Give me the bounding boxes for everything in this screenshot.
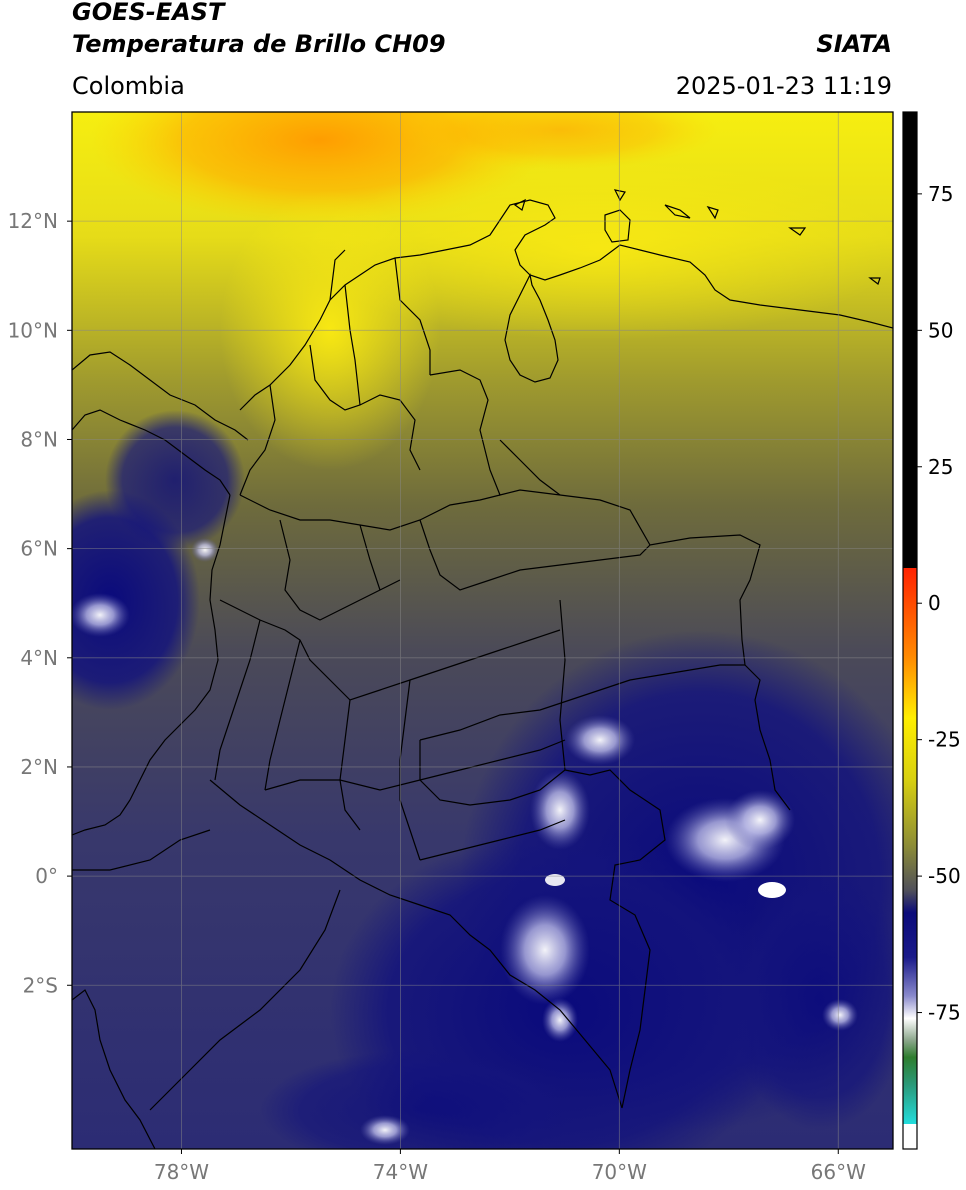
lon-tick-label: 78°W — [154, 1160, 209, 1184]
latitude-axis: 12°N 10°N 8°N 6°N 4°N 2°N 0° 2°S — [8, 209, 72, 997]
colorbar-frame — [902, 111, 918, 1150]
lat-tick-label: 0° — [35, 864, 58, 888]
islands — [513, 189, 881, 285]
brand-label: SIATA — [816, 30, 892, 58]
timestamp: 2025-01-23 11:19 — [675, 72, 892, 100]
colorbar-tick-label: 25 — [928, 455, 953, 479]
colorbar-black-segment — [903, 112, 917, 568]
map-frame — [71, 111, 894, 1150]
colorbar-tick-label: -75 — [928, 1001, 961, 1025]
product-subtitle: Temperatura de Brillo CH09 — [72, 30, 446, 58]
colorbar-tick-label: 50 — [928, 318, 953, 342]
lon-tick-label: 66°W — [811, 1160, 866, 1184]
lat-tick-label: 4°N — [20, 646, 58, 670]
region-label: Colombia — [72, 72, 185, 100]
colorbar-tick-label: 0 — [928, 591, 941, 615]
lat-tick-label: 2°N — [20, 755, 58, 779]
brightness-temperature-field — [72, 112, 893, 1149]
colorbar-ticks: 75 50 25 0 -25 -50 -75 — [917, 182, 961, 1025]
country-borders — [72, 199, 893, 1149]
lat-tick-label: 6°N — [20, 537, 58, 561]
colorbar-tick-label: -25 — [928, 728, 961, 752]
colorbar-white-segment — [903, 1124, 917, 1149]
longitude-axis: 78°W 74°W 70°W 66°W — [154, 1149, 866, 1184]
lat-tick-label: 10°N — [8, 318, 58, 342]
colorbar-tick-label: -50 — [928, 864, 961, 888]
lat-tick-label: 2°S — [23, 973, 58, 997]
lon-tick-label: 70°W — [592, 1160, 647, 1184]
colorbar: 75 50 25 0 -25 -50 -75 — [902, 111, 961, 1150]
lat-tick-label: 8°N — [20, 427, 58, 451]
product-title: GOES-EAST — [72, 0, 225, 26]
lat-tick-label: 12°N — [8, 209, 58, 233]
graticule — [72, 112, 893, 1149]
colorbar-tick-label: 75 — [928, 182, 953, 206]
colorbar-gradient — [903, 568, 917, 1124]
lon-tick-label: 74°W — [373, 1160, 428, 1184]
